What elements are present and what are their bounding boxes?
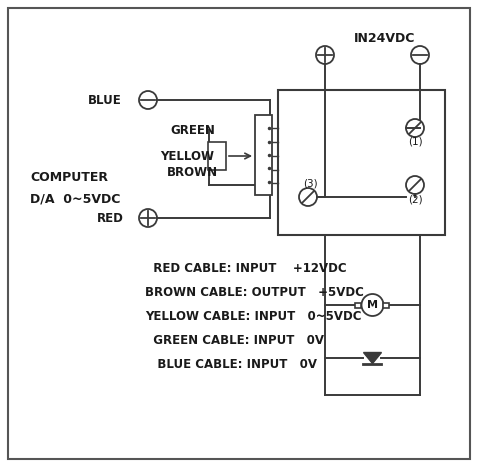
Text: BLUE: BLUE — [88, 93, 122, 106]
Text: M: M — [367, 300, 378, 310]
Text: GREEN CABLE: INPUT   0V: GREEN CABLE: INPUT 0V — [145, 333, 324, 347]
Text: COMPUTER
D/A  0~5VDC: COMPUTER D/A 0~5VDC — [30, 171, 120, 205]
Text: BLUE CABLE: INPUT   0V: BLUE CABLE: INPUT 0V — [145, 358, 317, 370]
Text: RED CABLE: INPUT    +12VDC: RED CABLE: INPUT +12VDC — [145, 262, 347, 275]
Polygon shape — [363, 353, 381, 363]
Bar — [208, 142, 226, 170]
Bar — [278, 90, 445, 235]
Text: YELLOW CABLE: INPUT   0~5VDC: YELLOW CABLE: INPUT 0~5VDC — [145, 310, 361, 323]
Text: (2): (2) — [408, 194, 422, 204]
Text: BROWN: BROWN — [166, 165, 217, 178]
Text: (1): (1) — [408, 137, 422, 147]
Text: YELLOW: YELLOW — [160, 149, 214, 163]
Text: BROWN CABLE: OUTPUT   +5VDC: BROWN CABLE: OUTPUT +5VDC — [145, 285, 364, 298]
Text: RED: RED — [97, 212, 123, 225]
Text: IN24VDC: IN24VDC — [354, 31, 416, 44]
Text: GREEN: GREEN — [171, 123, 216, 136]
Bar — [383, 303, 390, 307]
Bar — [356, 303, 361, 307]
Text: (3): (3) — [303, 178, 317, 188]
Bar — [255, 115, 272, 195]
